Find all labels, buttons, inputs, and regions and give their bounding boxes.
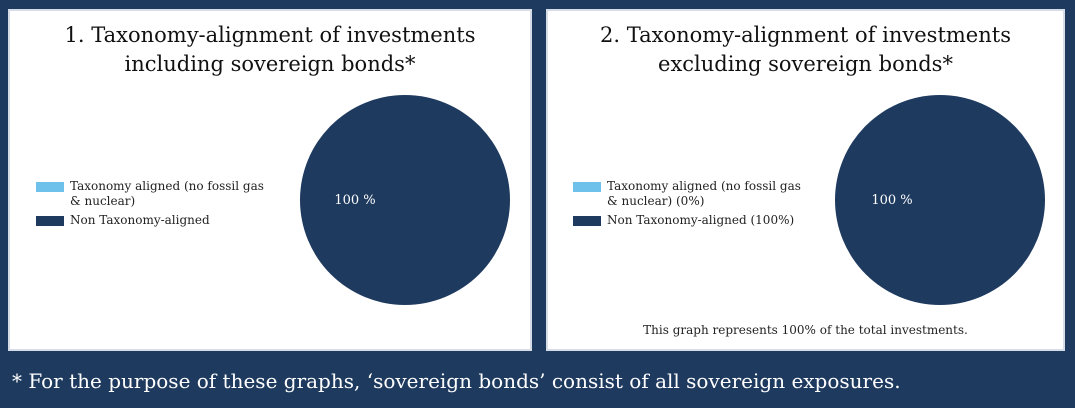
chart-title-line: 1. Taxonomy-alignment of investments — [64, 23, 476, 47]
chart-title-line: excluding sovereign bonds* — [658, 52, 953, 76]
pie-slice — [835, 95, 1045, 305]
legend-item: Taxonomy aligned (no fossil gas & nuclea… — [36, 179, 275, 209]
chart-panel-1: 1. Taxonomy-alignment of investments inc… — [8, 9, 532, 351]
pie-chart-2: 100 % — [835, 95, 1045, 305]
legend: Taxonomy aligned (no fossil gas & nuclea… — [573, 179, 812, 232]
chart-title-line: 2. Taxonomy-alignment of investments — [600, 23, 1011, 47]
legend-swatch — [36, 216, 64, 226]
legend-label: Taxonomy aligned (no fossil gas & nuclea… — [70, 179, 264, 208]
legend-swatch — [573, 216, 601, 226]
data-label: 100 % — [334, 193, 375, 208]
chart-title: 2. Taxonomy-alignment of investments exc… — [548, 21, 1063, 79]
chart-title: 1. Taxonomy-alignment of investments inc… — [10, 21, 530, 79]
legend: Taxonomy aligned (no fossil gas & nuclea… — [36, 179, 275, 232]
legend-swatch — [36, 182, 64, 192]
legend-label: Taxonomy aligned (no fossil gas & nuclea… — [607, 179, 801, 208]
legend-swatch — [573, 182, 601, 192]
data-label: 100 % — [871, 193, 912, 208]
chart-note: This graph represents 100% of the total … — [643, 323, 968, 337]
legend-item: Taxonomy aligned (no fossil gas & nuclea… — [573, 179, 812, 209]
pie-slice — [300, 95, 510, 305]
legend-label: Non Taxonomy-aligned — [70, 213, 210, 227]
pie-chart-1: 100 % — [300, 95, 510, 305]
chart-title-line: including sovereign bonds* — [124, 52, 416, 76]
footnote: * For the purpose of these graphs, ‘sove… — [12, 369, 901, 393]
legend-label: Non Taxonomy-aligned (100%) — [607, 213, 795, 227]
legend-item: Non Taxonomy-aligned — [36, 213, 275, 228]
legend-item: Non Taxonomy-aligned (100%) — [573, 213, 812, 228]
chart-panel-2: 2. Taxonomy-alignment of investments exc… — [546, 9, 1065, 351]
